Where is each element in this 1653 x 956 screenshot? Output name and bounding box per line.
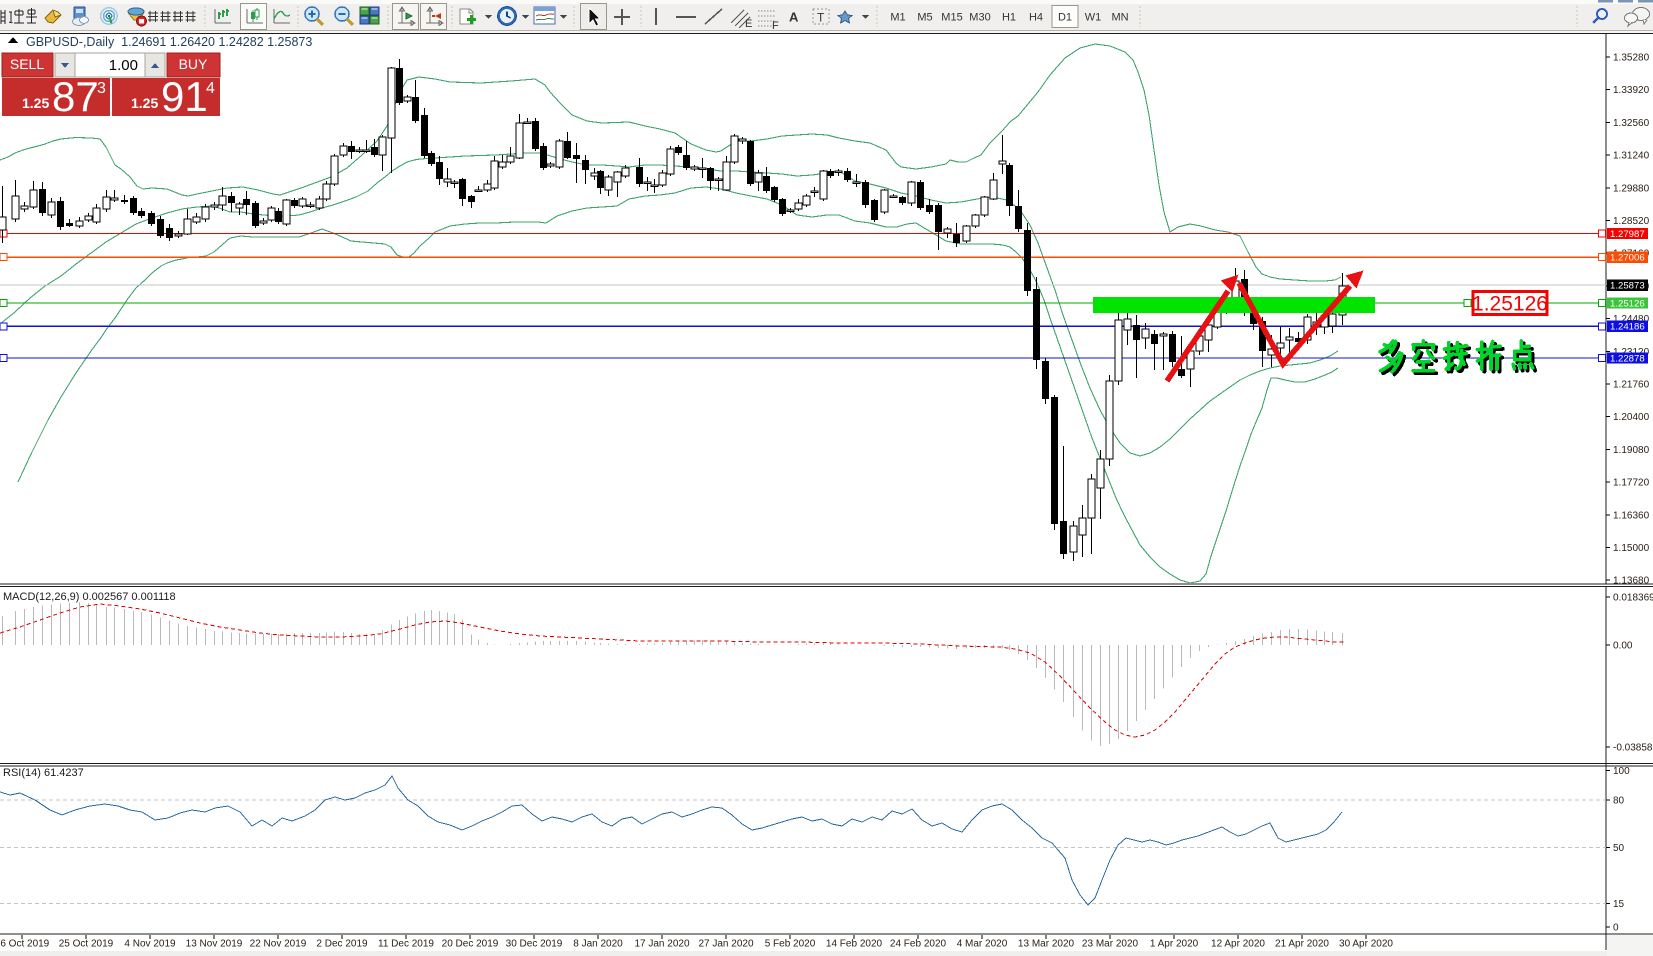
svg-text:1.33920: 1.33920 (1613, 85, 1650, 96)
svg-text:91: 91 (161, 73, 208, 120)
svg-text:D1: D1 (1058, 12, 1072, 24)
svg-text:1.25126: 1.25126 (1610, 298, 1645, 309)
svg-text:BUY: BUY (179, 56, 208, 72)
svg-text:0.018369: 0.018369 (1613, 593, 1653, 604)
svg-text:E: E (745, 18, 752, 30)
svg-text:80: 80 (1613, 796, 1625, 807)
svg-text:0: 0 (1613, 923, 1619, 934)
svg-text:2 Dec 2019: 2 Dec 2019 (316, 939, 368, 950)
svg-text:A: A (789, 10, 799, 25)
svg-text:1.24186: 1.24186 (1610, 322, 1645, 333)
svg-text:11 Dec 2019: 11 Dec 2019 (378, 939, 434, 950)
svg-text:1.32560: 1.32560 (1613, 118, 1650, 129)
svg-text:MN: MN (1111, 12, 1128, 24)
svg-text:25 Oct 2019: 25 Oct 2019 (59, 939, 114, 950)
svg-text:12 Apr 2020: 12 Apr 2020 (1211, 939, 1265, 950)
svg-text:1 Apr 2020: 1 Apr 2020 (1150, 939, 1199, 950)
svg-text:100: 100 (1613, 766, 1630, 777)
svg-text:17 Jan 2020: 17 Jan 2020 (634, 939, 689, 950)
svg-text:1.20400: 1.20400 (1613, 412, 1650, 423)
svg-text:1.25126: 1.25126 (1472, 293, 1548, 316)
svg-text:1.19080: 1.19080 (1613, 445, 1650, 456)
svg-text:13 Nov 2019: 13 Nov 2019 (186, 939, 243, 950)
svg-text:30 Apr 2020: 30 Apr 2020 (1339, 939, 1393, 950)
svg-text:0.00: 0.00 (1613, 641, 1633, 652)
svg-text:15: 15 (1613, 899, 1625, 910)
svg-text:1.25873: 1.25873 (1610, 281, 1645, 292)
svg-text:1.31240: 1.31240 (1613, 151, 1650, 162)
svg-text:1.22878: 1.22878 (1610, 353, 1645, 364)
svg-text:-0.038585: -0.038585 (1613, 743, 1653, 754)
svg-text:4: 4 (206, 80, 215, 97)
svg-text:24 Feb 2020: 24 Feb 2020 (890, 939, 947, 950)
svg-text:1.17720: 1.17720 (1613, 478, 1650, 489)
svg-text:T: T (817, 11, 825, 25)
svg-text:1.25: 1.25 (22, 95, 49, 111)
svg-text:MACD(12,26,9) 0.002567 0.00111: MACD(12,26,9) 0.002567 0.001118 (3, 591, 176, 603)
svg-text:1.27006: 1.27006 (1610, 253, 1645, 264)
svg-text:M15: M15 (941, 12, 962, 24)
svg-text:8 Jan 2020: 8 Jan 2020 (573, 939, 623, 950)
svg-text:1.16360: 1.16360 (1613, 510, 1650, 521)
svg-text:GBPUSD-,Daily 1.24691 1.26420: GBPUSD-,Daily 1.24691 1.26420 1.24282 1.… (26, 35, 312, 49)
svg-text:27 Jan 2020: 27 Jan 2020 (698, 939, 753, 950)
svg-text:16 Oct 2019: 16 Oct 2019 (0, 939, 50, 950)
svg-text:5 Feb 2020: 5 Feb 2020 (765, 939, 816, 950)
svg-text:1.27987: 1.27987 (1610, 229, 1645, 240)
svg-text:1.24480: 1.24480 (1613, 314, 1650, 325)
svg-text:1.35280: 1.35280 (1613, 53, 1650, 64)
svg-text:4 Nov 2019: 4 Nov 2019 (124, 939, 176, 950)
svg-text:3: 3 (97, 80, 106, 97)
svg-text:1.21760: 1.21760 (1613, 380, 1650, 391)
svg-text:1.25: 1.25 (131, 95, 158, 111)
svg-text:W1: W1 (1085, 12, 1102, 24)
svg-text:H4: H4 (1029, 12, 1043, 24)
svg-text:23 Mar 2020: 23 Mar 2020 (1082, 939, 1139, 950)
svg-text:H1: H1 (1002, 12, 1016, 24)
svg-text:RSI(14) 61.4237: RSI(14) 61.4237 (3, 767, 84, 779)
svg-text:30 Dec 2019: 30 Dec 2019 (506, 939, 563, 950)
svg-text:M30: M30 (969, 12, 990, 24)
svg-text:1.29880: 1.29880 (1613, 183, 1650, 194)
svg-text:21 Apr 2020: 21 Apr 2020 (1275, 939, 1329, 950)
svg-text:1.15000: 1.15000 (1613, 543, 1650, 554)
svg-text:13 Mar 2020: 13 Mar 2020 (1018, 939, 1075, 950)
svg-text:1.00: 1.00 (109, 57, 138, 74)
svg-text:F: F (772, 20, 779, 32)
svg-text:M5: M5 (917, 12, 932, 24)
svg-text:1.13680: 1.13680 (1613, 576, 1650, 587)
svg-text:4 Mar 2020: 4 Mar 2020 (957, 939, 1008, 950)
svg-text:20 Dec 2019: 20 Dec 2019 (442, 939, 499, 950)
svg-text:M1: M1 (890, 12, 905, 24)
svg-text:22 Nov 2019: 22 Nov 2019 (250, 939, 307, 950)
svg-text:SELL: SELL (10, 56, 44, 72)
svg-text:87: 87 (52, 73, 99, 120)
svg-text:50: 50 (1613, 843, 1625, 854)
svg-text:14 Feb 2020: 14 Feb 2020 (826, 939, 883, 950)
svg-text:1.28520: 1.28520 (1613, 216, 1650, 227)
